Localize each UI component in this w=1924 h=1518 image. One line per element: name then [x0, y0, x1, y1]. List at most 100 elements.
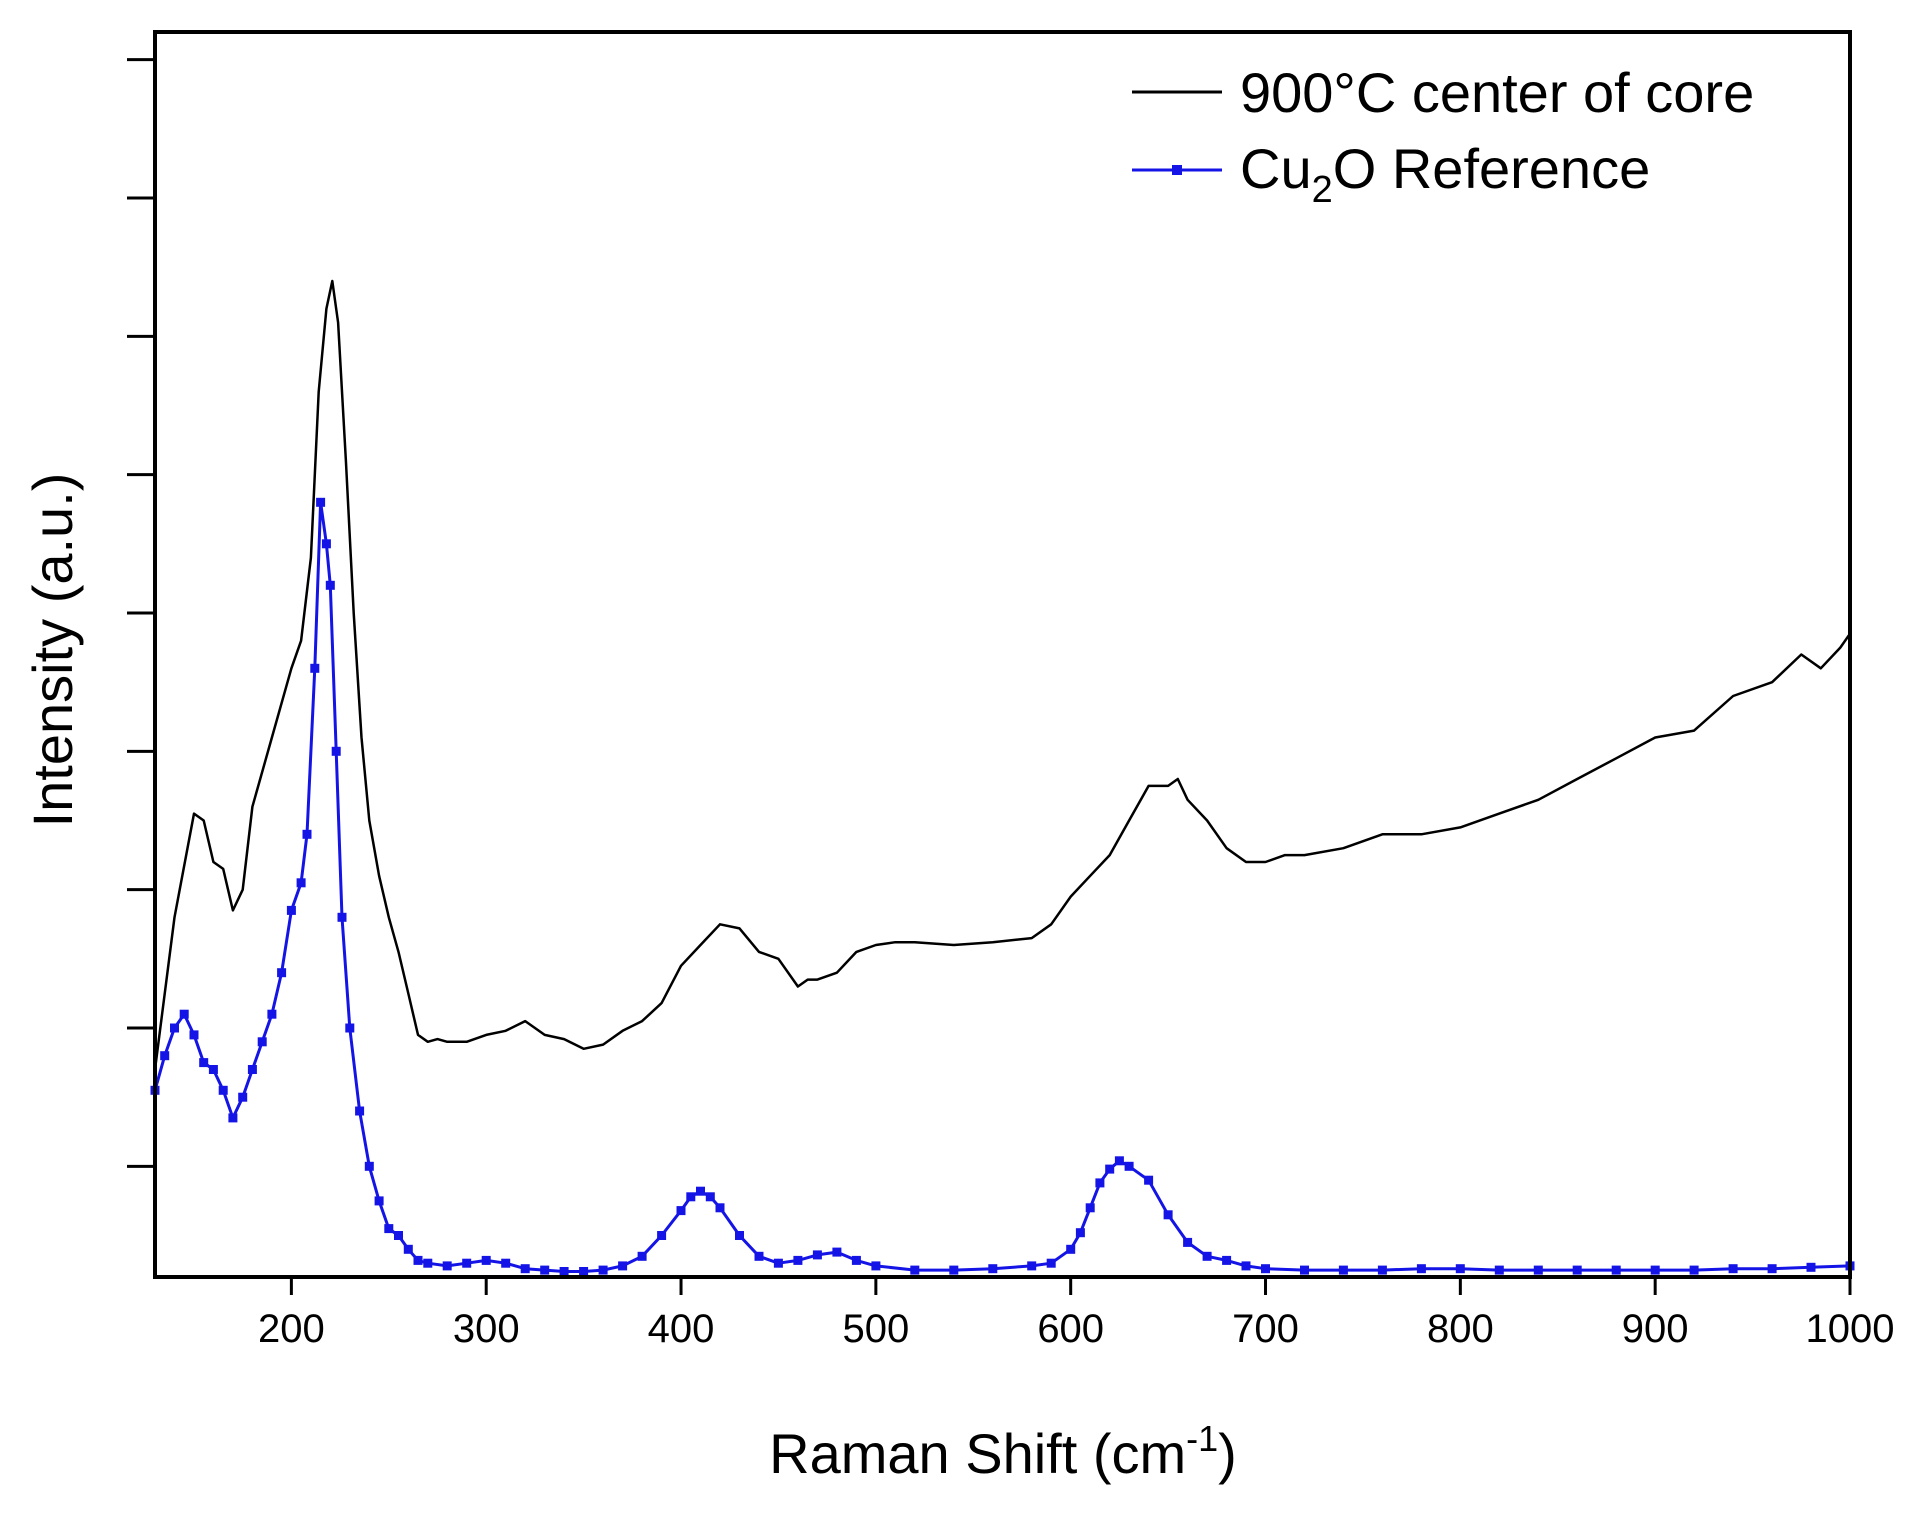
series-2-point: [1124, 1161, 1134, 1171]
series-2-point: [331, 746, 341, 756]
series-2-point: [705, 1192, 715, 1202]
series-2-point: [910, 1265, 920, 1275]
series-2-point: [1806, 1262, 1816, 1272]
legend-label-series-2-sub: 2: [1312, 169, 1333, 211]
x-tick-label: 700: [1232, 1307, 1299, 1351]
series-2-point: [1144, 1175, 1154, 1185]
series-2-point: [179, 1009, 189, 1019]
series-2-point: [442, 1261, 452, 1271]
x-tick-label: 400: [648, 1307, 715, 1351]
series-line-1: [153, 279, 1852, 1070]
x-tick-label: 800: [1427, 1307, 1494, 1351]
legend-label-series-1: 900°C center of core: [1240, 61, 1754, 124]
series-2-point: [316, 497, 326, 507]
series-2-point: [170, 1023, 179, 1033]
x-axis-title-close: ): [1218, 1422, 1237, 1485]
x-tick-label: 1000: [1806, 1307, 1895, 1351]
series-2-point: [1075, 1228, 1085, 1238]
series-2-point: [1533, 1265, 1543, 1275]
series-2-point: [1338, 1265, 1348, 1275]
series-2-point: [773, 1258, 783, 1268]
series-2-point: [1572, 1265, 1582, 1275]
series-2-point: [851, 1255, 861, 1265]
series-2-point: [199, 1058, 209, 1068]
series-2-point: [403, 1244, 413, 1254]
series-2-point: [267, 1009, 277, 1019]
series-2-point: [384, 1224, 394, 1234]
series-2-point: [1300, 1265, 1309, 1275]
y-axis-ticks: [127, 58, 155, 1168]
x-axis-title-main: Raman Shift (cm: [769, 1422, 1186, 1485]
series-2-point: [1222, 1255, 1232, 1265]
legend-label-series-2-rest: O Reference: [1333, 137, 1651, 200]
series-2-point: [302, 829, 312, 839]
series-2-point: [559, 1267, 569, 1276]
series-2-point: [423, 1258, 433, 1268]
series-2-point: [1261, 1264, 1270, 1274]
series-2-point: [374, 1196, 384, 1206]
x-tick-label: 300: [453, 1307, 520, 1351]
series-2-point: [1767, 1264, 1777, 1274]
series-2-point: [394, 1231, 403, 1240]
series-2-point: [1416, 1264, 1426, 1274]
series-2-point: [1494, 1265, 1504, 1275]
series-2-point: [1163, 1210, 1173, 1220]
series-2-point: [277, 968, 287, 978]
series-layer: [150, 279, 1855, 1276]
series-2-point: [793, 1255, 803, 1265]
series-2-point: [676, 1206, 686, 1216]
series-2-point: [598, 1265, 608, 1275]
legend-label-series-2-base: Cu: [1240, 137, 1312, 200]
series-2-point: [1095, 1178, 1105, 1188]
legend-marker-series-2: [1172, 165, 1182, 175]
series-2-point: [949, 1265, 959, 1275]
series-2-point: [637, 1251, 647, 1261]
series-2-point: [657, 1231, 667, 1240]
series-2-point: [988, 1264, 998, 1274]
series-2-point: [686, 1192, 696, 1202]
series-2-point: [462, 1258, 472, 1268]
series-2-point: [296, 878, 306, 888]
series-2-point: [540, 1265, 550, 1275]
series-2-point: [189, 1030, 199, 1040]
series-2-point: [321, 539, 331, 549]
series-2-point: [1689, 1265, 1699, 1275]
series-2-point: [735, 1231, 744, 1240]
series-2-point: [696, 1186, 705, 1196]
series-2-point: [481, 1255, 491, 1265]
series-2-point: [812, 1250, 822, 1260]
series-2-point: [1027, 1261, 1037, 1271]
legend-label-series-2: Cu2O Reference: [1240, 137, 1650, 211]
series-2-point: [208, 1065, 218, 1074]
series-2-point: [218, 1085, 228, 1095]
series-2-point: [1202, 1251, 1212, 1261]
series-2-point: [337, 912, 347, 922]
series-2-point: [364, 1161, 374, 1171]
series-2-point: [1105, 1164, 1115, 1174]
series-2-point: [238, 1092, 248, 1102]
series-2-point: [1114, 1156, 1124, 1166]
series-2-point: [345, 1023, 355, 1033]
series-2-point: [413, 1255, 423, 1265]
series-2-point: [160, 1051, 170, 1061]
series-2-point: [871, 1261, 881, 1271]
legend: 900°C center of core Cu2O Reference: [1132, 61, 1754, 211]
x-axis-ticks: 200 300 400 500 600 700 800 900 1000: [258, 1277, 1894, 1351]
x-axis-title: Raman Shift (cm-1): [769, 1418, 1237, 1485]
series-2-point: [618, 1261, 628, 1271]
plot-frame: [153, 30, 1852, 1279]
series-2-point: [310, 663, 320, 673]
series-2-point: [228, 1113, 238, 1123]
x-axis-title-superscript: -1: [1186, 1418, 1218, 1459]
series-2-point: [247, 1065, 257, 1074]
x-tick-label: 500: [842, 1307, 909, 1351]
series-2-point: [754, 1251, 764, 1261]
x-tick-label: 600: [1037, 1307, 1104, 1351]
series-2-point: [1085, 1203, 1095, 1213]
y-axis-title: Intensity (a.u.): [21, 473, 84, 828]
series-2-point: [257, 1037, 267, 1047]
series-2-point: [579, 1267, 589, 1276]
series-2-point: [1611, 1265, 1621, 1275]
